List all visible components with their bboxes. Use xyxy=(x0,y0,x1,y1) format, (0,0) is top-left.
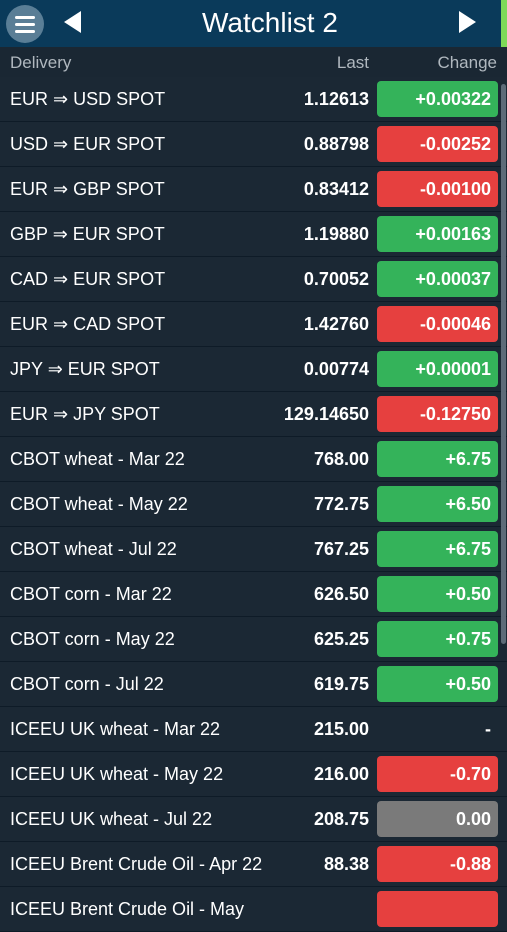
last-price: 1.12613 xyxy=(303,89,369,109)
table-row[interactable]: CBOT wheat - May 22 772.75 +6.50 xyxy=(0,482,507,526)
app-header: Watchlist 2 xyxy=(0,0,507,47)
last-price: 208.75 xyxy=(313,809,369,829)
instrument-name: CBOT wheat - Mar 22 xyxy=(10,449,185,469)
instrument-name: EUR ⇒ JPY SPOT xyxy=(10,404,160,424)
table-row[interactable]: ICEEU UK wheat - Jul 22 208.75 0.00 xyxy=(0,797,507,841)
last-price: 215.00 xyxy=(313,719,369,739)
instrument-name: ICEEU UK wheat - May 22 xyxy=(10,764,224,784)
instrument-name: CBOT corn - Jul 22 xyxy=(10,674,164,694)
column-change[interactable]: Change xyxy=(437,53,497,72)
table-row[interactable]: EUR ⇒ USD SPOT 1.12613 +0.00322 xyxy=(0,77,507,121)
change-badge: - xyxy=(485,719,491,739)
column-delivery[interactable]: Delivery xyxy=(10,53,72,72)
table-row[interactable]: CAD ⇒ EUR SPOT 0.70052 +0.00037 xyxy=(0,257,507,301)
change-badge xyxy=(377,891,498,927)
table-row[interactable]: CBOT wheat - Jul 22 767.25 +6.75 xyxy=(0,527,507,571)
instrument-name: ICEEU UK wheat - Mar 22 xyxy=(10,719,221,739)
page-title: Watchlist 2 xyxy=(202,7,338,38)
scrollbar[interactable] xyxy=(501,84,506,644)
table-row[interactable]: CBOT corn - Mar 22 626.50 +0.50 xyxy=(0,572,507,616)
instrument-name: CAD ⇒ EUR SPOT xyxy=(10,269,166,289)
change-badge: +0.00322 xyxy=(377,81,498,117)
change-badge: -0.00100 xyxy=(377,171,498,207)
table-row[interactable]: EUR ⇒ GBP SPOT 0.83412 -0.00100 xyxy=(0,167,507,211)
table-row[interactable]: CBOT corn - May 22 625.25 +0.75 xyxy=(0,617,507,661)
column-last[interactable]: Last xyxy=(336,53,369,72)
table-row[interactable]: CBOT wheat - Mar 22 768.00 +6.75 xyxy=(0,437,507,481)
change-badge: +6.75 xyxy=(377,531,498,567)
instrument-name: EUR ⇒ GBP SPOT xyxy=(10,179,165,199)
last-price: 772.75 xyxy=(313,494,369,514)
last-price: 619.75 xyxy=(313,674,369,694)
change-badge: +0.00163 xyxy=(377,216,498,252)
instrument-name: CBOT corn - May 22 xyxy=(10,629,175,649)
change-badge: +0.50 xyxy=(377,576,498,612)
last-price: 1.42760 xyxy=(303,314,369,334)
instrument-name: CBOT wheat - May 22 xyxy=(10,494,188,514)
table-row[interactable]: ICEEU Brent Crude Oil - May xyxy=(0,887,507,931)
instrument-name: CBOT wheat - Jul 22 xyxy=(10,539,177,559)
previous-watchlist-icon[interactable] xyxy=(64,11,81,33)
instrument-name: ICEEU Brent Crude Oil - Apr 22 xyxy=(10,854,263,874)
instrument-name: GBP ⇒ EUR SPOT xyxy=(10,224,165,244)
change-badge: +0.50 xyxy=(377,666,498,702)
last-price: 1.19880 xyxy=(303,224,369,244)
instrument-name: USD ⇒ EUR SPOT xyxy=(10,134,166,154)
last-price: 768.00 xyxy=(313,449,369,469)
change-badge: +6.50 xyxy=(377,486,498,522)
change-badge: +6.75 xyxy=(377,441,498,477)
instrument-name: ICEEU Brent Crude Oil - May xyxy=(10,899,245,919)
change-badge: +0.00037 xyxy=(377,261,498,297)
last-price: 626.50 xyxy=(313,584,369,604)
change-badge: +0.00001 xyxy=(377,351,498,387)
last-price: 129.14650 xyxy=(283,404,369,424)
next-watchlist-icon[interactable] xyxy=(459,11,476,33)
last-price: 216.00 xyxy=(313,764,369,784)
last-price: 767.25 xyxy=(313,539,369,559)
change-badge: -0.00046 xyxy=(377,306,498,342)
table-row[interactable]: JPY ⇒ EUR SPOT 0.00774 +0.00001 xyxy=(0,347,507,391)
table-row[interactable]: CBOT corn - Jul 22 619.75 +0.50 xyxy=(0,662,507,706)
change-badge: -0.00252 xyxy=(377,126,498,162)
table-row[interactable]: ICEEU UK wheat - Mar 22 215.00 - xyxy=(0,707,507,751)
watchlist-table: EUR ⇒ USD SPOT 1.12613 +0.00322 USD ⇒ EUR S… xyxy=(0,77,507,932)
instrument-name: EUR ⇒ CAD SPOT xyxy=(10,314,166,334)
change-badge: +0.75 xyxy=(377,621,498,657)
change-badge: 0.00 xyxy=(377,801,498,837)
last-price: 625.25 xyxy=(313,629,369,649)
instrument-name: CBOT corn - Mar 22 xyxy=(10,584,172,604)
change-badge: -0.12750 xyxy=(377,396,498,432)
change-badge: -0.88 xyxy=(377,846,498,882)
last-price: 0.83412 xyxy=(303,179,369,199)
table-row[interactable]: ICEEU Brent Crude Oil - Apr 22 88.38 -0.88 xyxy=(0,842,507,886)
instrument-name: EUR ⇒ USD SPOT xyxy=(10,89,166,109)
change-badge: -0.70 xyxy=(377,756,498,792)
table-row[interactable]: EUR ⇒ JPY SPOT 129.14650 -0.12750 xyxy=(0,392,507,436)
table-row[interactable]: ICEEU UK wheat - May 22 216.00 -0.70 xyxy=(0,752,507,796)
last-price: 88.38 xyxy=(323,854,369,874)
last-price: 0.88798 xyxy=(303,134,369,154)
hamburger-menu-icon[interactable] xyxy=(6,5,44,43)
instrument-name: ICEEU UK wheat - Jul 22 xyxy=(10,809,213,829)
column-header: Delivery Last Change xyxy=(0,47,507,77)
last-price: 0.00774 xyxy=(303,359,369,379)
header-accent-bar xyxy=(501,0,507,47)
table-row[interactable]: GBP ⇒ EUR SPOT 1.19880 +0.00163 xyxy=(0,212,507,256)
last-price: 0.70052 xyxy=(303,269,369,289)
instrument-name: JPY ⇒ EUR SPOT xyxy=(10,359,160,379)
table-row[interactable]: USD ⇒ EUR SPOT 0.88798 -0.00252 xyxy=(0,122,507,166)
table-row[interactable]: EUR ⇒ CAD SPOT 1.42760 -0.00046 xyxy=(0,302,507,346)
